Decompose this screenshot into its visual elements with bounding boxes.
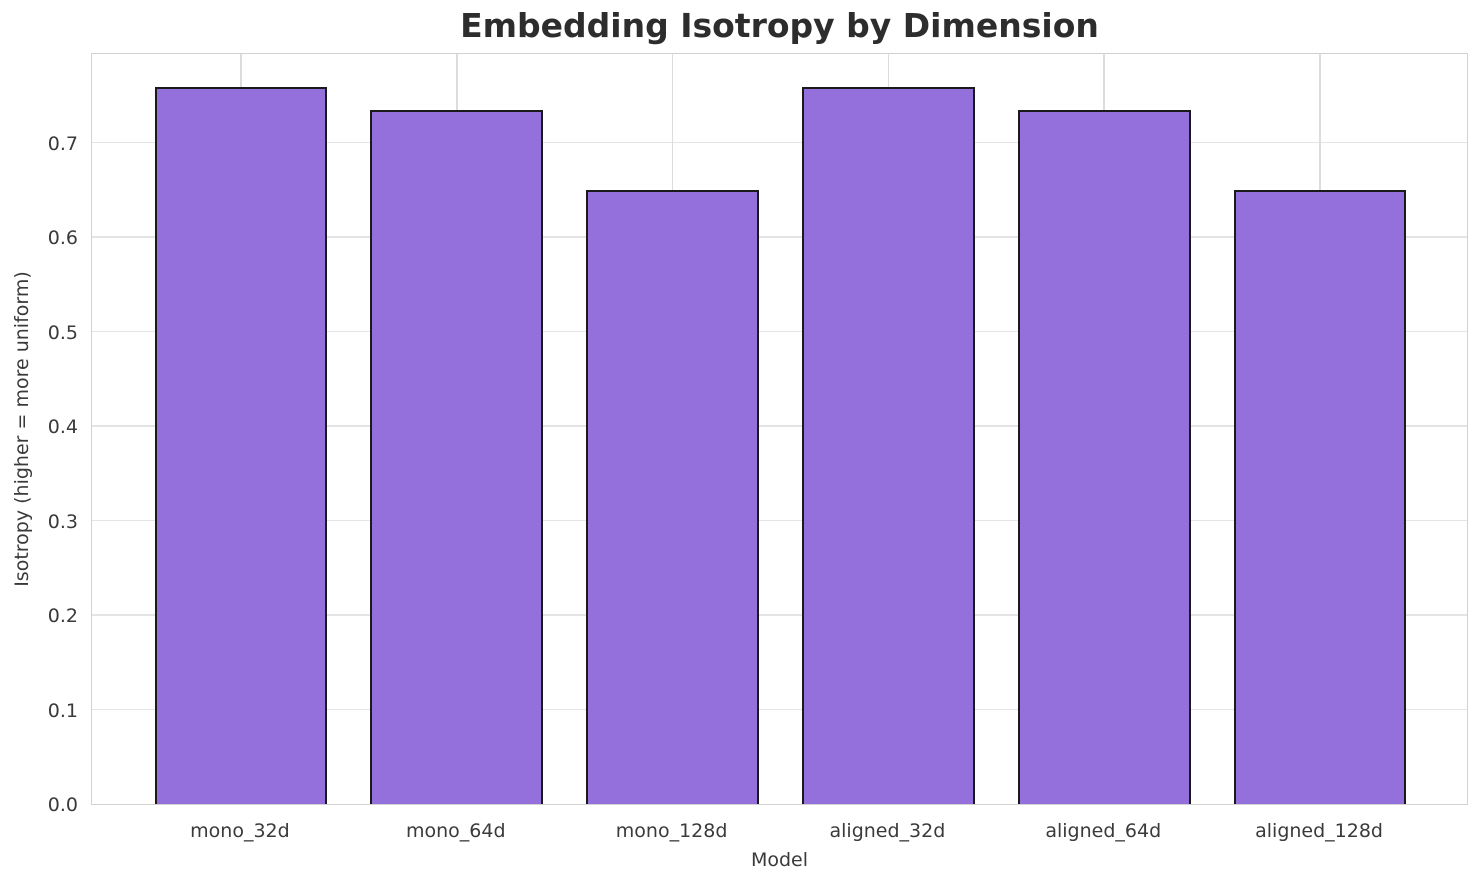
x-tick-label: mono_64d (405, 820, 506, 842)
chart-title: Embedding Isotropy by Dimension (460, 6, 1099, 45)
gridline-horizontal (92, 708, 1467, 711)
y-tick-label: 0.5 (47, 321, 78, 344)
y-tick-label: 0.0 (47, 794, 78, 816)
x-tick-label: aligned_64d (1045, 820, 1162, 842)
plot-area (91, 53, 1468, 805)
gridline-horizontal (92, 425, 1467, 427)
gridline-horizontal (92, 330, 1467, 333)
bar-mono_32d (154, 86, 328, 804)
y-tick-label: 0.2 (47, 605, 78, 628)
bar-aligned_128d (1233, 189, 1407, 804)
bar-mono_64d (370, 109, 544, 804)
gridline-horizontal (92, 519, 1467, 522)
x-tick-label: mono_128d (615, 820, 728, 842)
y-tick-label: 0.7 (47, 132, 78, 155)
bar-aligned_32d (802, 86, 975, 804)
y-tick-label: 0.3 (47, 510, 78, 533)
bar-aligned_64d (1017, 109, 1191, 804)
gridline-horizontal (92, 141, 1467, 144)
x-tick-label: aligned_128d (1255, 820, 1384, 842)
gridline-horizontal (92, 236, 1467, 238)
x-tick-label: aligned_32d (829, 820, 946, 842)
bar-mono_128d (586, 189, 759, 804)
y-tick-label: 0.4 (47, 416, 78, 439)
y-tick-label: 0.6 (47, 227, 78, 250)
y-tick-label: 0.1 (47, 699, 78, 722)
gridline-horizontal (92, 614, 1467, 616)
x-axis-label: Model (750, 849, 809, 871)
x-tick-label: mono_32d (190, 820, 290, 842)
